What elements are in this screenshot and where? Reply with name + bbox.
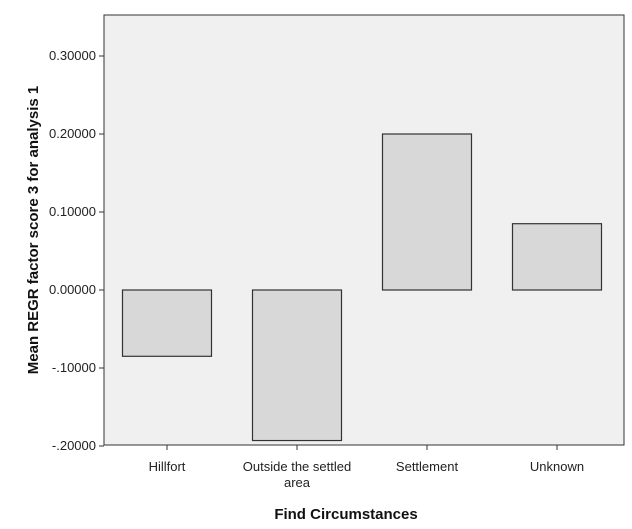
x-tick-label: Settlement <box>396 459 459 474</box>
y-tick-label: 0.10000 <box>49 204 96 219</box>
x-axis-title: Find Circumstances <box>274 506 417 523</box>
y-tick-label: -.10000 <box>52 360 96 375</box>
bar <box>511 223 603 291</box>
x-tick-label: Unknown <box>530 459 584 474</box>
y-tick-label: 0.30000 <box>49 48 96 63</box>
bar <box>251 289 343 442</box>
y-tick-label: -.20000 <box>52 438 96 453</box>
bar <box>121 289 213 357</box>
x-tick-label: Hillfort <box>149 459 186 474</box>
y-axis: -.20000 -.10000 0.00000 0.10000 0.20000 0.300… <box>49 48 104 453</box>
y-axis-title: Mean REGR factor score 3 for analysis 1 <box>25 86 42 374</box>
x-tick-label: Outside the settled area <box>243 459 351 490</box>
x-axis: Hillfort Outside the settled area Settlemen… <box>149 445 584 490</box>
y-tick-label: 0.20000 <box>49 126 96 141</box>
bar <box>381 133 473 291</box>
bars <box>121 133 603 442</box>
y-tick-label: 0.00000 <box>49 282 96 297</box>
